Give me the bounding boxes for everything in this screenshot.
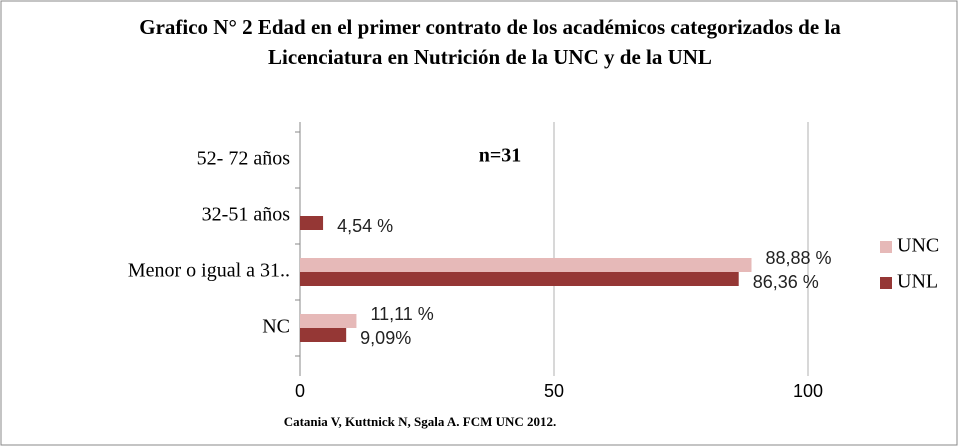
bar [300, 328, 347, 342]
y-tick-label: 32-51 años [202, 204, 291, 226]
x-tick-label: 50 [544, 381, 564, 401]
value-label: 86,36 % [753, 272, 819, 292]
chart-title: Grafico N° 2 Edad en el primer contrato … [139, 15, 841, 69]
subtitle: n=31 [479, 145, 522, 167]
bar [300, 272, 739, 286]
bar [300, 216, 324, 230]
legend-swatch [880, 241, 892, 253]
y-tick-label: 52- 72 años [197, 148, 291, 170]
value-label: 4,54 % [337, 216, 393, 236]
y-tick-label: Menor o igual a 31.. [128, 260, 290, 282]
value-label: 9,09% [360, 328, 411, 348]
legend-label: UNL [897, 271, 938, 293]
bar [300, 314, 357, 328]
value-label: 88,88 % [766, 248, 832, 268]
value-label: 11,11 % [370, 304, 433, 324]
source: Catania V, Kuttnick N, Sgala A. FCM UNC … [284, 414, 557, 429]
x-tick-label: 100 [793, 381, 823, 401]
bar [300, 258, 752, 272]
y-tick-label: NC [262, 316, 290, 338]
legend-swatch [880, 277, 892, 289]
legend-label: UNC [897, 235, 939, 257]
x-tick-label: 0 [295, 381, 305, 401]
